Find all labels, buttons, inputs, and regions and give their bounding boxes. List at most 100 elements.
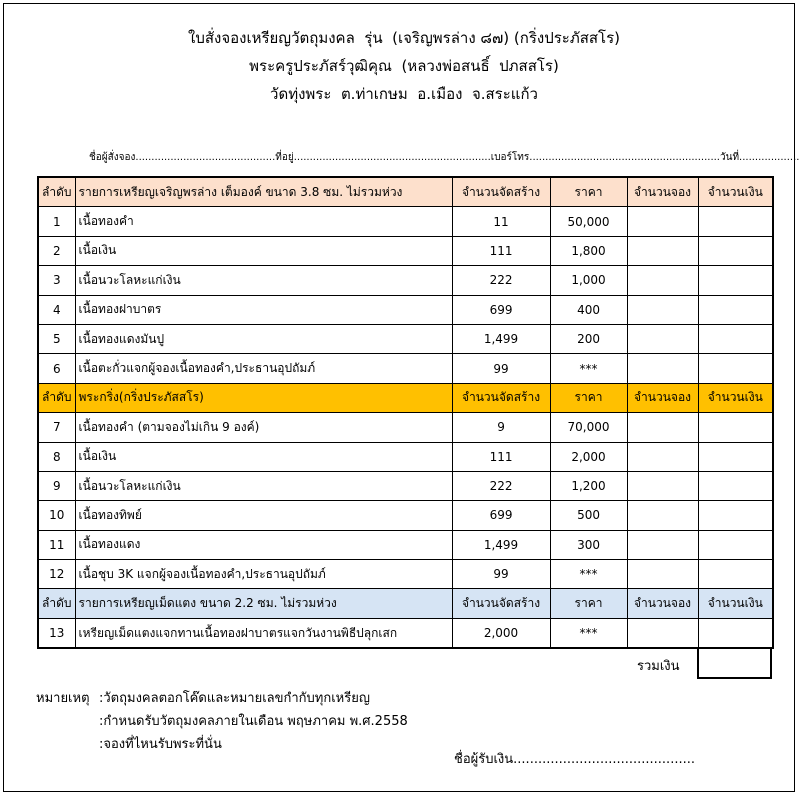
cell: เนื้อทองคำ bbox=[74, 206, 453, 237]
empty-cell bbox=[697, 529, 774, 561]
empty-cell bbox=[697, 441, 774, 472]
cell: 3 bbox=[37, 265, 76, 296]
empty-cell bbox=[697, 617, 774, 649]
cell: เนื้อตะกั่วแจกผู้จองเนื้อทองคำ,ประธานอุป… bbox=[74, 353, 453, 384]
cell: 1,800 bbox=[549, 235, 628, 267]
header-cell: จำนวนเงิน bbox=[697, 176, 774, 208]
cell: 2,000 bbox=[451, 617, 551, 649]
cell: 1,499 bbox=[451, 529, 551, 561]
cell: เหรียญเม็ดแตงแจกทานเนื้อทองฝาบาตรแจกวันง… bbox=[74, 617, 453, 649]
header-cell: จำนวนจัดสร้าง bbox=[451, 382, 551, 414]
header-cell: ลำดับ bbox=[37, 588, 76, 619]
cell: *** bbox=[549, 353, 628, 384]
header-cell: จำนวนจอง bbox=[626, 382, 699, 414]
cell: เนื้อทองแดง bbox=[74, 529, 453, 561]
cell: 99 bbox=[451, 559, 551, 590]
total-label: รวมเงิน bbox=[637, 659, 680, 674]
header-cell: พระกริ่ง(กริ่งประภัสสโร) bbox=[74, 382, 453, 414]
cell: 1,200 bbox=[549, 470, 628, 502]
cell: *** bbox=[549, 617, 628, 649]
cell: 11 bbox=[451, 206, 551, 237]
header-cell: จำนวนจัดสร้าง bbox=[451, 176, 551, 208]
cell: 1 bbox=[37, 206, 76, 237]
header-cell: ลำดับ bbox=[37, 176, 76, 208]
empty-cell bbox=[626, 559, 699, 590]
section-header: ลำดับ รายการเหรียญเม็ดแตง ขนาด 2.2 ซม. ไม… bbox=[37, 588, 774, 619]
cell: 11 bbox=[37, 529, 76, 561]
header-cell: รายการเหรียญเจริญพรล่าง เต็มองค์ ขนาด 3.… bbox=[74, 176, 453, 208]
empty-cell bbox=[697, 353, 774, 384]
empty-cell bbox=[626, 323, 699, 355]
cell: 12 bbox=[37, 559, 76, 590]
header-cell: จำนวนเงิน bbox=[697, 382, 774, 414]
item-row: 12 เนื้อชุบ 3K แจกผู้จองเนื้อทองคำ,ประธาน… bbox=[37, 559, 774, 590]
empty-cell bbox=[697, 412, 774, 443]
cell: 111 bbox=[451, 235, 551, 267]
empty-cell bbox=[697, 294, 774, 325]
cell: เนื้อชุบ 3K แจกผู้จองเนื้อทองคำ,ประธานอุ… bbox=[74, 559, 453, 590]
cell: 111 bbox=[451, 441, 551, 472]
cell: 6 bbox=[37, 353, 76, 384]
item-row: 3 เนื้อนวะโลหะแก่เงิน 222 1,000 bbox=[37, 265, 774, 296]
cell: เนื้อทองคำ (ตามจองไม่เกิน 9 องค์) bbox=[74, 412, 453, 443]
item-row: 10 เนื้อทองทิพย์ 699 500 bbox=[37, 500, 774, 531]
empty-cell bbox=[697, 500, 774, 531]
empty-cell bbox=[626, 265, 699, 296]
cell: เนื้อเงิน bbox=[74, 441, 453, 472]
empty-cell bbox=[626, 529, 699, 561]
cell: เนื้อเงิน bbox=[74, 235, 453, 267]
empty-cell bbox=[626, 206, 699, 237]
cell: 4 bbox=[37, 294, 76, 325]
header-cell: รายการเหรียญเม็ดแตง ขนาด 2.2 ซม. ไม่รวมห… bbox=[74, 588, 453, 619]
cell: 699 bbox=[451, 294, 551, 325]
cell: 222 bbox=[451, 265, 551, 296]
cell: 1,000 bbox=[549, 265, 628, 296]
item-row: 8 เนื้อเงิน 111 2,000 bbox=[37, 441, 774, 472]
cell: 7 bbox=[37, 412, 76, 443]
empty-cell bbox=[626, 617, 699, 649]
title-line: ใบสั่งจองเหรียญวัตถุมงคล รุ่น (เจริญพรล่… bbox=[188, 29, 620, 47]
cell: 99 bbox=[451, 353, 551, 384]
item-row: 13 เหรียญเม็ดแตงแจกทานเนื้อทองฝาบาตรแจกวั… bbox=[37, 617, 774, 649]
note: :กำหนดรับวัตถุมงคลภายในเดือน พฤษภาคม พ.ศ… bbox=[99, 714, 408, 729]
cell: 13 bbox=[37, 617, 76, 649]
header-cell: จำนวนจอง bbox=[626, 588, 699, 619]
empty-cell bbox=[697, 235, 774, 267]
section-header: ลำดับ พระกริ่ง(กริ่งประภัสสโร) จำนวนจัดสร้… bbox=[37, 382, 774, 414]
cell: เนื้อทองแดงมันปู bbox=[74, 323, 453, 355]
item-row: 7 เนื้อทองคำ (ตามจองไม่เกิน 9 องค์) 9 70,00… bbox=[37, 412, 774, 443]
empty-cell bbox=[697, 265, 774, 296]
item-row: 4 เนื้อทองฝาบาตร 699 400 bbox=[37, 294, 774, 325]
cell: 9 bbox=[451, 412, 551, 443]
empty-cell bbox=[626, 441, 699, 472]
cell: 5 bbox=[37, 323, 76, 355]
item-row: 2 เนื้อเงิน 111 1,800 bbox=[37, 235, 774, 267]
note: :วัตถุมงคลตอกโค๊ดและหมายเลขกำกับทุกเหรีย… bbox=[99, 691, 370, 706]
cell: 222 bbox=[451, 470, 551, 502]
cell: 200 bbox=[549, 323, 628, 355]
item-row: 6 เนื้อตะกั่วแจกผู้จองเนื้อทองคำ,ประธานอุ… bbox=[37, 353, 774, 384]
cell: เนื้อนวะโลหะแก่เงิน bbox=[74, 265, 453, 296]
header-cell: จำนวนจอง bbox=[626, 176, 699, 208]
cell: 50,000 bbox=[549, 206, 628, 237]
cell: *** bbox=[549, 559, 628, 590]
empty-cell bbox=[697, 206, 774, 237]
empty-cell bbox=[626, 470, 699, 502]
form-line: ชื่อผู้สั่งจอง..........................… bbox=[89, 152, 800, 163]
cell: 699 bbox=[451, 500, 551, 531]
total-box bbox=[697, 647, 772, 679]
empty-cell bbox=[697, 323, 774, 355]
title-line: วัดทุ่งพระ ต.ท่าเกษม อ.เมือง จ.สระแก้ว bbox=[270, 85, 538, 103]
header-cell: ราคา bbox=[549, 176, 628, 208]
header-cell: ราคา bbox=[549, 588, 628, 619]
cell: 10 bbox=[37, 500, 76, 531]
cell: 8 bbox=[37, 441, 76, 472]
empty-cell bbox=[697, 470, 774, 502]
notes-label: หมายเหตุ bbox=[36, 691, 90, 706]
header-cell: ลำดับ bbox=[37, 382, 76, 414]
item-row: 9 เนื้อนวะโลหะแก่เงิน 222 1,200 bbox=[37, 470, 774, 502]
page: ใบสั่งจองเหรียญวัตถุมงคล รุ่น (เจริญพรล่… bbox=[3, 3, 800, 792]
item-row: 11 เนื้อทองแดง 1,499 300 bbox=[37, 529, 774, 561]
empty-cell bbox=[626, 294, 699, 325]
empty-cell bbox=[626, 353, 699, 384]
